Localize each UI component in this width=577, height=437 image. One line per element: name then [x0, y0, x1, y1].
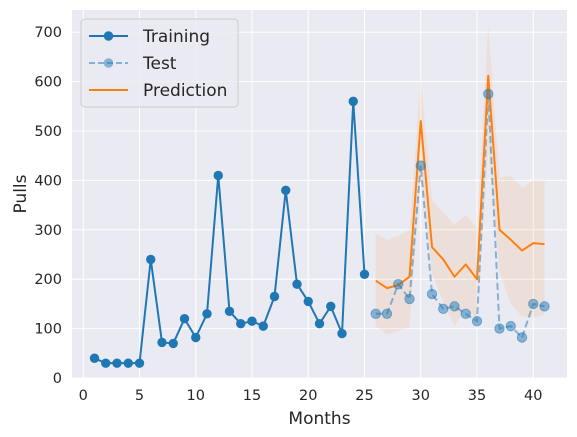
training-point	[236, 318, 246, 329]
y-axis-label: Pulls	[11, 174, 31, 213]
training-point	[89, 353, 100, 363]
training-point	[348, 96, 358, 107]
training-point	[168, 338, 178, 349]
y-tick-label: 100	[34, 322, 62, 338]
test-point	[483, 88, 494, 100]
y-tick-label: 200	[34, 272, 62, 288]
test-line	[375, 93, 545, 340]
training-point	[134, 358, 145, 368]
test-point	[415, 160, 426, 171]
y-tick-label: 700	[34, 25, 62, 41]
test-point	[404, 293, 415, 305]
legend-label-test: Test	[142, 54, 177, 74]
prediction-line	[375, 74, 545, 290]
training-point	[157, 337, 167, 348]
legend-marker-test	[103, 58, 114, 68]
test-point	[370, 308, 381, 319]
test-point	[516, 332, 528, 343]
prediction-band	[375, 24, 545, 335]
test-point	[460, 308, 471, 319]
x-tick-label: 15	[243, 388, 261, 404]
training-point	[326, 301, 336, 312]
x-tick-label: 25	[355, 388, 373, 404]
x-tick-label: 10	[187, 388, 205, 404]
training-point	[258, 321, 268, 331]
test-point	[539, 301, 550, 312]
training-point	[179, 314, 190, 324]
test-point	[494, 323, 505, 334]
training-point	[292, 279, 302, 289]
training-point	[269, 291, 280, 302]
training-point	[146, 254, 156, 265]
y-tick-label: 300	[34, 223, 62, 239]
y-tick-label: 500	[34, 124, 62, 140]
x-tick-label: 0	[79, 388, 88, 404]
y-tick-label: 600	[34, 75, 62, 91]
training-point	[224, 306, 235, 317]
series-markers	[89, 88, 550, 368]
training-point	[112, 358, 122, 368]
test-point	[505, 320, 516, 332]
x-tick-label: 20	[299, 388, 317, 404]
y-tick-label: 400	[34, 173, 62, 189]
training-point	[281, 185, 291, 195]
legend-frame	[80, 18, 239, 108]
x-tick-label: 40	[524, 388, 542, 404]
training-point	[123, 358, 133, 368]
legend: Training Test Prediction	[80, 18, 239, 108]
y-tick-labels: 0 100 200 300 400 500 600 700	[34, 25, 62, 387]
test-point	[449, 301, 460, 312]
training-point	[314, 318, 325, 329]
training-point	[337, 328, 347, 339]
test-point	[393, 278, 404, 290]
x-tick-label: 35	[468, 388, 486, 404]
legend-label-prediction: Prediction	[143, 81, 227, 101]
training-point	[213, 170, 223, 181]
training-point	[359, 269, 370, 279]
training-point	[303, 296, 313, 307]
x-tick-label: 5	[135, 388, 144, 404]
test-point	[471, 315, 483, 327]
prediction-confidence-band	[375, 24, 545, 335]
training-point	[101, 358, 111, 368]
x-tick-labels: 0 5 10 15 20 25 30 35 40	[79, 388, 543, 404]
test-point	[528, 298, 539, 310]
test-point	[381, 308, 393, 319]
legend-label-training: Training	[142, 27, 210, 47]
legend-marker-training	[103, 31, 114, 41]
x-tick-label: 30	[412, 388, 430, 404]
test-point	[438, 303, 449, 315]
y-tick-label: 0	[53, 371, 62, 387]
x-axis-label: Months	[288, 409, 350, 429]
training-point	[202, 309, 212, 319]
test-point	[426, 288, 438, 300]
training-point	[191, 332, 201, 343]
training-point	[247, 316, 257, 326]
